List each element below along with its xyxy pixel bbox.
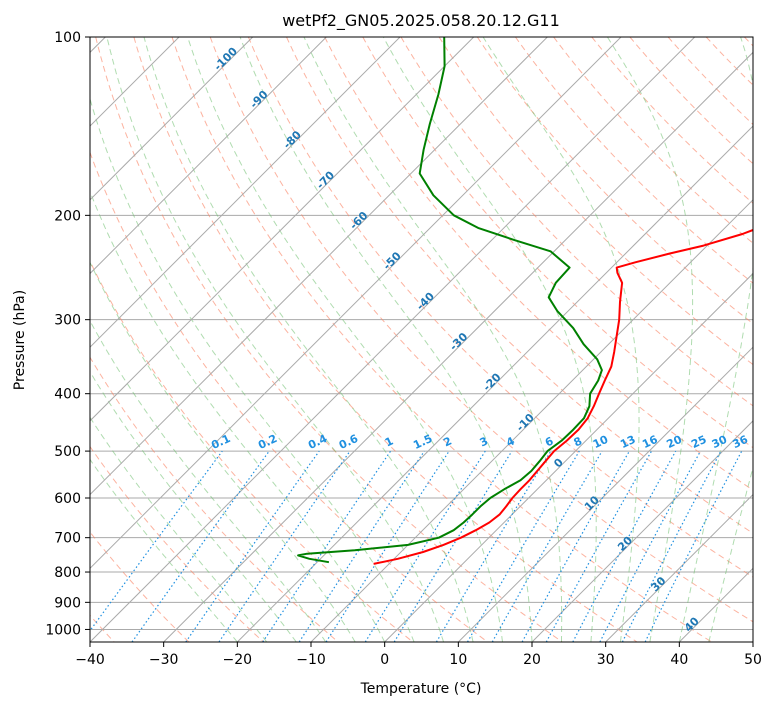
mixing-ratio-label: 20	[665, 433, 685, 451]
moist-adiabat-line	[382, 37, 597, 642]
y-tick-label: 900	[54, 595, 81, 611]
dry-adiabat-line	[247, 37, 753, 578]
isotherm-line	[457, 346, 753, 642]
x-tick-label: −10	[296, 652, 326, 668]
isotherm-line	[90, 37, 327, 275]
mixing-ratio-line	[185, 450, 320, 642]
mixing-ratio-line	[298, 450, 425, 642]
isotherm-line	[90, 37, 622, 570]
isotherm-line	[236, 125, 753, 642]
pressure-gridlines	[90, 37, 753, 630]
moist-adiabat-line	[239, 37, 533, 642]
dry-adiabat-line	[90, 445, 264, 642]
y-axis-title: Pressure (hPa)	[12, 290, 28, 390]
y-axis: 100 200 300 400 500 600 700 800 900 1000	[45, 30, 90, 638]
plot-frame	[89, 36, 754, 643]
dry-adiabat-line	[324, 37, 753, 491]
mixing-ratio-line	[262, 450, 392, 642]
mixing-ratio-label: 36	[731, 433, 751, 451]
isotherm-line	[531, 420, 753, 642]
dewpoint-profile-line	[297, 37, 603, 564]
dry-adiabat-line	[90, 356, 339, 642]
isotherm-line	[605, 493, 753, 642]
moist-adiabat-line	[187, 37, 503, 642]
mixing-ratio-line	[131, 450, 270, 642]
dry-adiabat-line	[553, 37, 753, 244]
moist-adiabat-line	[678, 37, 753, 642]
moist-adiabat-line	[90, 416, 268, 642]
moist-adiabat-line	[90, 319, 327, 642]
mixing-ratio-line	[90, 450, 223, 632]
dry-adiabat-line	[209, 37, 753, 623]
moist-adiabat-line	[90, 458, 238, 642]
moist-adiabat-line	[90, 261, 356, 642]
mixing-ratio-line	[644, 450, 743, 642]
isotherm-line	[90, 37, 254, 201]
y-tick-label: 1000	[45, 622, 81, 638]
x-tick-label: 40	[670, 652, 688, 668]
x-tick-label: 0	[380, 652, 389, 668]
isotherm-line	[384, 272, 753, 642]
mixing-ratio-line	[218, 450, 351, 642]
mixing-ratio-line	[545, 450, 653, 642]
sounding-series	[297, 37, 753, 565]
temperature-profile-line	[373, 228, 753, 565]
x-tick-label: −40	[75, 652, 105, 668]
y-tick-label: 600	[54, 491, 81, 507]
x-axis-title: Temperature (°C)	[360, 681, 482, 697]
dry-adiabat-line	[400, 37, 753, 407]
dry-adiabat-line	[90, 260, 414, 642]
moist-adiabat-line	[90, 190, 386, 642]
mixing-ratio-label: 10	[591, 433, 611, 451]
y-tick-label: 200	[54, 208, 81, 224]
x-tick-label: 30	[597, 652, 615, 668]
y-tick-label: 300	[54, 313, 81, 329]
dry-adiabat-line	[133, 37, 638, 642]
mixing-ratio-line	[521, 450, 630, 642]
dry-adiabat-line	[591, 37, 753, 204]
mixing-ratio-label: 13	[618, 433, 637, 451]
moist-adiabat-line	[303, 37, 563, 642]
moist-adiabat-line	[606, 37, 694, 642]
x-tick-label: −20	[223, 652, 253, 668]
y-tick-label: 800	[54, 565, 81, 581]
dry-adiabat-line	[171, 37, 712, 642]
x-tick-label: 20	[523, 652, 541, 668]
y-tick-label: 500	[54, 444, 81, 460]
isotherm-line	[163, 51, 753, 642]
isotherm-line	[310, 199, 753, 642]
moist-adiabat-line	[708, 465, 753, 642]
x-tick-label: −30	[149, 652, 179, 668]
mixing-ratio-line	[393, 450, 513, 642]
mixing-ratio-label: 25	[689, 433, 708, 451]
x-axis: −40 −30 −20 −10 0 10 20 30 40 50	[75, 642, 762, 668]
x-tick-label: 10	[449, 652, 467, 668]
x-tick-label: 50	[744, 652, 762, 668]
plot-area	[90, 37, 753, 642]
moist-adiabat-line	[106, 37, 445, 642]
y-tick-label: 700	[54, 531, 81, 547]
isotherms	[90, 37, 753, 642]
isotherm-line	[90, 37, 401, 348]
chart-title: wetPf2_GN05.2025.058.20.12.G11	[282, 11, 560, 31]
moist-adiabat-line	[90, 370, 297, 642]
mixing-ratio-label: 30	[710, 433, 730, 451]
y-tick-label: 400	[54, 387, 81, 403]
dry-adiabat-line	[286, 37, 753, 534]
isotherm-line	[90, 37, 548, 496]
mixing-ratio-line	[572, 450, 677, 642]
isotherm-line	[90, 37, 696, 642]
dry-adiabat-line	[95, 37, 563, 642]
moist-adiabat-line	[143, 37, 474, 642]
y-tick-label: 100	[54, 30, 81, 46]
isotherm-line	[90, 37, 475, 422]
dry-adiabat-line	[438, 37, 753, 366]
mixing-ratio-label: 16	[640, 433, 660, 451]
